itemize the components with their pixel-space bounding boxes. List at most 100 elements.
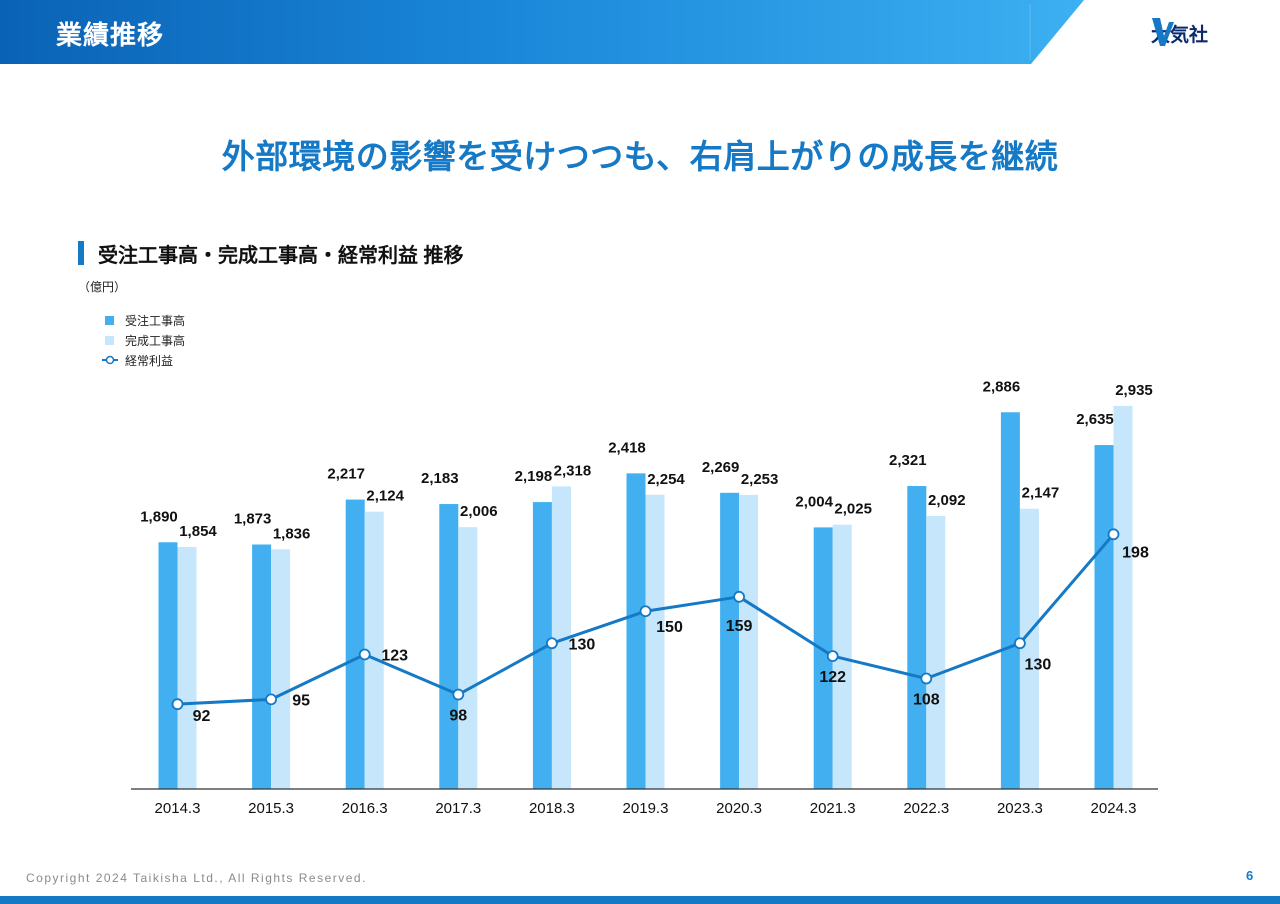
bar-label-completed: 2,006 [460, 503, 498, 520]
copyright: Copyright 2024 Taikisha Ltd., All Rights… [26, 871, 367, 885]
bar-label-orders: 2,217 [327, 466, 365, 483]
logo-mark-icon [1152, 18, 1174, 46]
bar-completed [1113, 405, 1133, 789]
profit-label: 130 [1025, 656, 1052, 673]
chart-legend: 受注工事高 完成工事高 経常利益 [102, 310, 185, 370]
bar-label-completed: 2,025 [834, 501, 872, 518]
bar-completed [645, 494, 665, 789]
legend-label-completed: 完成工事高 [125, 333, 186, 348]
bar-orders [439, 504, 459, 789]
bar-label-orders: 2,886 [983, 378, 1021, 395]
page-number: 6 [1246, 868, 1254, 883]
legend-label-profit: 経常利益 [125, 353, 174, 368]
bar-label-completed: 2,254 [647, 471, 685, 488]
legend-line-marker-icon [102, 355, 118, 365]
bar-label-orders: 1,873 [234, 510, 272, 527]
bar-label-orders: 2,004 [795, 493, 833, 510]
profit-label: 159 [726, 618, 753, 635]
bar-label-orders: 2,418 [608, 439, 646, 456]
profit-label: 122 [819, 669, 846, 686]
x-tick-label: 2023.3 [997, 800, 1043, 817]
x-tick-label: 2024.3 [1091, 800, 1137, 817]
bar-orders [252, 544, 272, 789]
page-section-title: 業績推移 [56, 20, 165, 50]
bar-label-orders: 2,321 [889, 452, 927, 469]
bar-completed [177, 546, 197, 789]
legend-swatch-orders [105, 315, 114, 325]
bar-completed [458, 527, 478, 789]
bar-completed [926, 515, 946, 789]
profit-point [265, 693, 278, 706]
legend-item-orders: 受注工事高 [102, 310, 185, 330]
profit-point [826, 650, 839, 662]
footer-bar [0, 896, 1280, 904]
profit-label: 123 [381, 647, 408, 664]
legend-label-orders: 受注工事高 [125, 313, 186, 328]
header-bar: 業績推移 大気社 [0, 0, 1280, 64]
bar-label-orders: 2,635 [1076, 411, 1114, 428]
bar-label-completed: 2,253 [741, 471, 779, 488]
bar-orders [1000, 412, 1020, 789]
x-tick-label: 2022.3 [903, 800, 949, 817]
x-tick-label: 2020.3 [716, 800, 762, 817]
bar-orders [345, 499, 365, 789]
profit-point [171, 698, 184, 711]
x-tick-label: 2017.3 [435, 800, 481, 817]
bar-label-orders: 2,269 [702, 459, 740, 476]
bar-label-orders: 2,183 [421, 470, 459, 487]
bar-label-orders: 1,890 [140, 508, 178, 525]
profit-label: 198 [1122, 544, 1149, 561]
profit-point [358, 648, 371, 661]
profit-label: 98 [449, 708, 467, 725]
bar-completed [551, 486, 571, 789]
profit-label: 95 [292, 692, 310, 709]
profit-point [920, 672, 933, 685]
bar-label-orders: 2,198 [515, 468, 553, 485]
headline: 外部環境の影響を受けつつも、右肩上がりの成長を継続 [221, 138, 1059, 175]
header-banner [0, 0, 1084, 64]
profit-point [639, 605, 652, 618]
x-tick-label: 2019.3 [623, 800, 669, 817]
x-tick-label: 2021.3 [810, 800, 856, 817]
bar-orders [1094, 445, 1114, 789]
bar-orders [813, 527, 833, 789]
profit-label: 130 [569, 636, 596, 653]
chart-heading: 受注工事高・完成工事高・経常利益 推移 [78, 240, 464, 267]
profit-point [733, 590, 745, 603]
bar-orders [626, 473, 646, 789]
profit-point [1014, 637, 1026, 650]
x-tick-label: 2015.3 [248, 800, 294, 817]
legend-swatch-completed [105, 335, 114, 345]
company-logo: 大気社 [1150, 16, 1208, 50]
heading-marker [78, 241, 84, 265]
profit-label: 92 [193, 708, 211, 725]
bar-label-completed: 2,318 [554, 462, 592, 479]
x-tick-label: 2016.3 [342, 800, 388, 817]
legend-item-profit: 経常利益 [102, 350, 185, 370]
x-tick-label: 2014.3 [155, 800, 201, 817]
bar-label-completed: 2,147 [1022, 485, 1060, 502]
x-tick-label: 2018.3 [529, 800, 575, 817]
bar-label-completed: 2,935 [1115, 382, 1153, 399]
profit-point [1107, 528, 1120, 541]
bar-completed [271, 549, 291, 789]
unit-label: （億円） [78, 280, 127, 294]
chart-heading-text: 受注工事高・完成工事高・経常利益 推移 [98, 244, 464, 267]
bar-orders [720, 492, 740, 789]
bar-label-completed: 2,092 [928, 492, 966, 509]
bar-completed [364, 511, 384, 789]
bar-completed [832, 524, 852, 789]
bar-orders [158, 542, 178, 789]
bar-completed [1019, 508, 1039, 789]
profit-point [452, 688, 465, 701]
bar-label-completed: 2,124 [366, 488, 404, 505]
bar-orders [532, 502, 552, 789]
profit-point [546, 637, 558, 650]
bar-label-completed: 1,854 [179, 523, 217, 540]
bar-completed [739, 494, 759, 789]
profit-label: 150 [656, 619, 683, 636]
bar-orders [907, 486, 927, 789]
bar-label-completed: 1,836 [273, 525, 311, 542]
legend-item-completed: 完成工事高 [102, 330, 185, 350]
